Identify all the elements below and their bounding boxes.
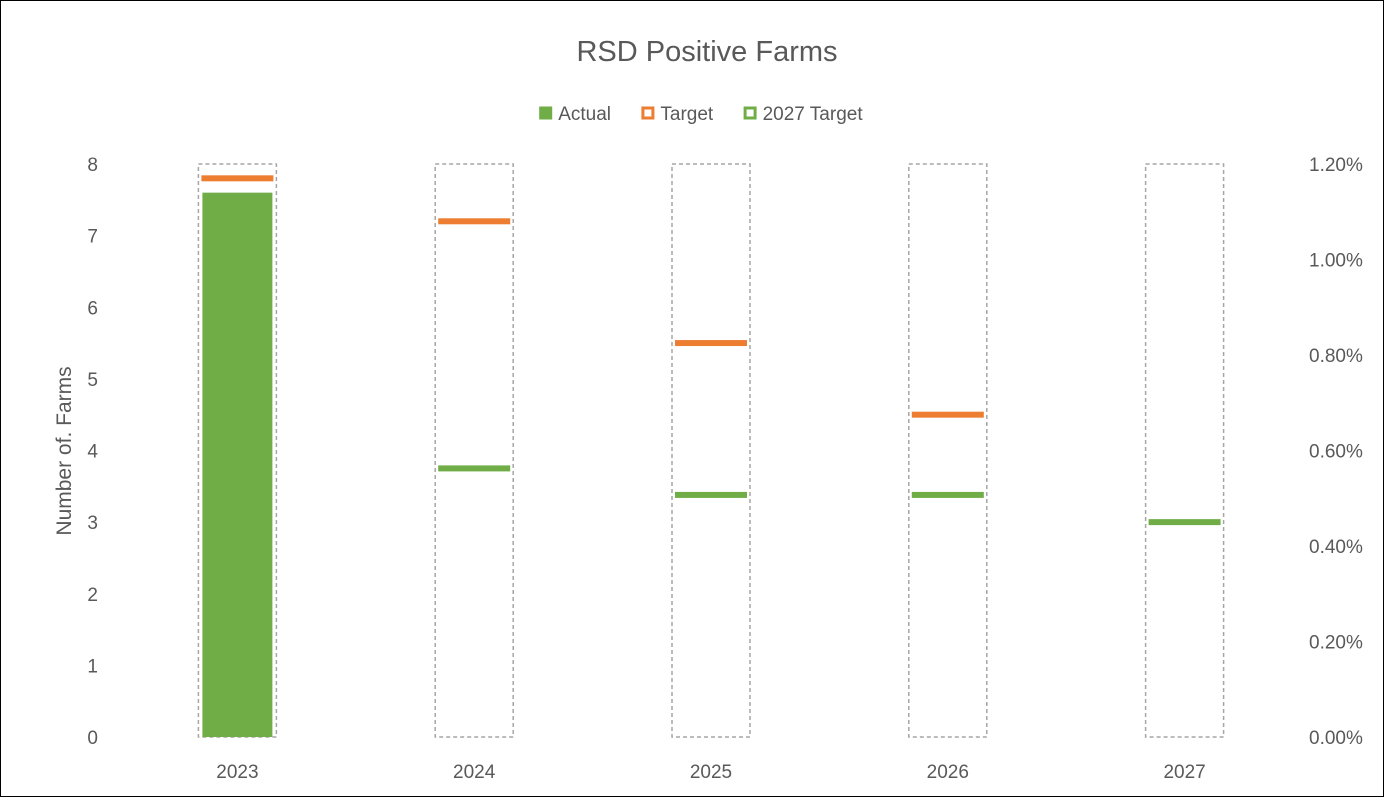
legend-swatch <box>641 106 655 120</box>
y-axis-ticks: 0 1 2 3 4 5 6 7 8 <box>87 155 98 749</box>
marker-target <box>675 340 747 347</box>
legend-swatch <box>539 106 553 120</box>
legend-label: Target <box>660 104 714 125</box>
legend-item: Target <box>641 104 714 125</box>
y-tick-label: 4 <box>87 442 98 463</box>
y-tick-label: 7 <box>87 227 98 248</box>
y2-tick-label: 0.20% <box>1309 633 1363 654</box>
capacity-box <box>908 163 988 738</box>
secondary-y-axis-ticks: 0.00% 0.20% 0.40% 0.60% 0.80% 1.00% 1.20% <box>1309 155 1363 749</box>
x-tick-label: 2025 <box>690 762 732 783</box>
y-tick-label: 6 <box>87 298 98 319</box>
marker-target <box>438 218 511 225</box>
legend-item: Actual <box>539 104 611 125</box>
x-tick-label: 2026 <box>927 762 969 783</box>
y-tick-label: 0 <box>87 728 98 749</box>
x-tick-label: 2023 <box>216 762 258 783</box>
legend-item: 2027 Target <box>743 104 864 125</box>
y2-tick-label: 0.80% <box>1309 346 1363 367</box>
x-axis-ticks: 2023 2024 2025 2026 2027 <box>216 762 1205 783</box>
y-axis-label: Number of. Farms <box>53 366 76 535</box>
y2-tick-label: 0.60% <box>1309 442 1363 463</box>
marker-2027-target <box>911 491 984 498</box>
chart-title: RSD Positive Farms <box>576 36 837 68</box>
capacity-box <box>671 163 751 738</box>
marker-2027-target <box>438 465 511 472</box>
y2-tick-label: 0.00% <box>1309 728 1363 749</box>
marker-2027-target <box>1148 519 1221 526</box>
y2-tick-label: 0.40% <box>1309 537 1363 558</box>
y-tick-label: 2 <box>87 585 98 606</box>
legend-swatch <box>743 106 757 120</box>
legend: Actual Target 2027 Target <box>539 104 863 125</box>
legend-label: 2027 Target <box>763 104 864 125</box>
y-tick-label: 5 <box>87 370 98 391</box>
capacity-box <box>1144 163 1225 738</box>
x-tick-label: 2027 <box>1163 762 1205 783</box>
plot-area <box>197 163 1225 738</box>
legend-label: Actual <box>558 104 611 125</box>
y2-tick-label: 1.20% <box>1309 155 1363 176</box>
y-tick-label: 1 <box>87 656 98 677</box>
bar-actual <box>202 192 273 737</box>
y2-tick-label: 1.00% <box>1309 251 1363 272</box>
marker-target <box>911 411 984 418</box>
capacity-box <box>434 163 514 738</box>
y-tick-label: 8 <box>87 155 98 176</box>
marker-target <box>201 175 274 182</box>
x-tick-label: 2024 <box>453 762 496 783</box>
marker-2027-target <box>675 491 747 498</box>
y-tick-label: 3 <box>87 513 98 534</box>
